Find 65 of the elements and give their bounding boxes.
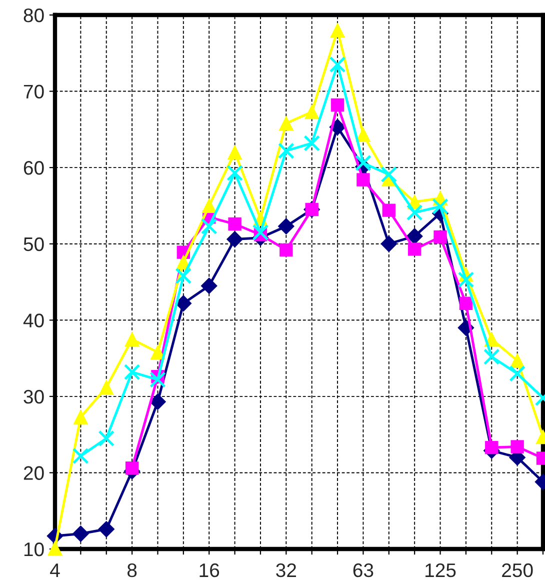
x-tick-label: 16 — [200, 563, 220, 578]
point — [330, 98, 344, 112]
point — [406, 204, 423, 221]
point — [200, 278, 218, 294]
point — [98, 430, 115, 447]
point — [406, 228, 423, 244]
point — [200, 218, 218, 235]
point — [278, 218, 294, 235]
y-tick-label: 60 — [24, 161, 44, 175]
point — [483, 348, 500, 365]
point — [175, 295, 192, 312]
y-tick-label: 40 — [23, 314, 44, 328]
point — [227, 145, 242, 160]
point — [304, 104, 320, 120]
point — [329, 56, 346, 73]
point — [304, 134, 320, 152]
point — [382, 204, 396, 217]
point — [202, 198, 216, 214]
point — [98, 520, 115, 538]
point — [150, 394, 166, 410]
x-tick-label: 63 — [353, 563, 374, 578]
point — [72, 448, 89, 464]
point — [228, 217, 242, 231]
point — [175, 268, 192, 284]
y-tick-label: 30 — [24, 390, 44, 404]
x-tick-label: 8 — [127, 563, 137, 578]
point — [509, 365, 526, 382]
point — [432, 198, 448, 215]
point — [380, 166, 398, 183]
y-tick-label: 10 — [24, 542, 44, 556]
point — [458, 272, 474, 288]
point — [124, 332, 140, 347]
point — [485, 440, 498, 454]
point — [510, 440, 524, 454]
point — [150, 344, 166, 360]
point — [434, 230, 447, 244]
point — [99, 380, 114, 395]
point — [459, 296, 473, 310]
point — [72, 526, 89, 542]
y-tick-label: 50 — [24, 237, 44, 252]
point — [278, 116, 294, 131]
y-tick-label: 80 — [24, 8, 44, 22]
x-tick-label: 32 — [276, 563, 296, 578]
point — [48, 540, 62, 556]
y-tick-label: 70 — [24, 84, 44, 99]
point — [73, 410, 88, 424]
point — [226, 231, 243, 248]
point — [278, 142, 294, 159]
point — [150, 371, 166, 388]
point — [125, 462, 139, 475]
point — [252, 224, 269, 241]
point — [356, 127, 371, 142]
point — [408, 242, 422, 256]
point — [280, 243, 293, 257]
y-tick-label: 20 — [24, 466, 44, 480]
x-tick-label: 125 — [426, 563, 456, 578]
x-tick-label: 250 — [502, 563, 533, 578]
point — [226, 164, 243, 182]
point — [330, 22, 345, 38]
point — [355, 154, 372, 172]
point — [124, 364, 140, 380]
point — [356, 173, 370, 186]
point — [380, 236, 398, 252]
point — [510, 353, 525, 368]
x-tick-label: 4 — [50, 564, 60, 577]
